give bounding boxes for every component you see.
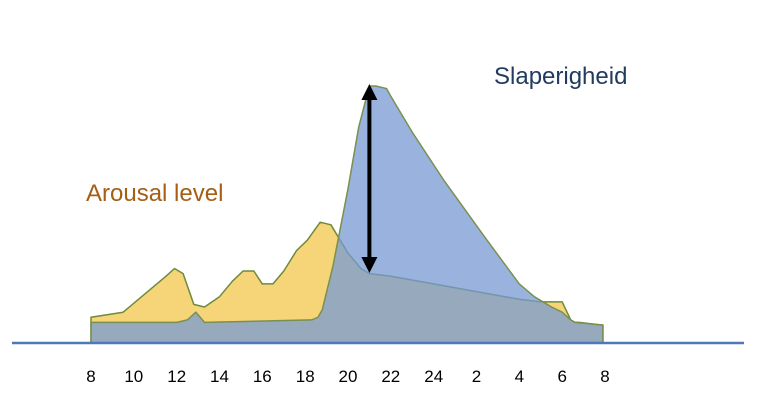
- x-tick-label: 2: [472, 367, 481, 386]
- series-label-arousal-level: Arousal level: [86, 180, 223, 207]
- areas-layer: [90, 85, 604, 344]
- x-tick-label: 22: [381, 367, 400, 386]
- area-slaperigheid: [90, 85, 604, 344]
- x-tick-label: 6: [557, 367, 566, 386]
- x-tick-label: 18: [296, 367, 315, 386]
- x-tick-label: 16: [253, 367, 272, 386]
- x-tick-label: 4: [515, 367, 524, 386]
- x-tick-label: 24: [424, 367, 443, 386]
- x-tick-label: 10: [124, 367, 143, 386]
- x-tick-labels: 8 10 12 14 16 18 20 22 24 2 4 6 8: [86, 367, 609, 386]
- x-tick-label: 12: [167, 367, 186, 386]
- x-tick-label: 8: [86, 367, 95, 386]
- series-label-slaperigheid: Slaperigheid: [494, 63, 627, 90]
- x-tick-label: 20: [339, 367, 358, 386]
- x-tick-label: 14: [210, 367, 229, 386]
- x-tick-label: 8: [600, 367, 609, 386]
